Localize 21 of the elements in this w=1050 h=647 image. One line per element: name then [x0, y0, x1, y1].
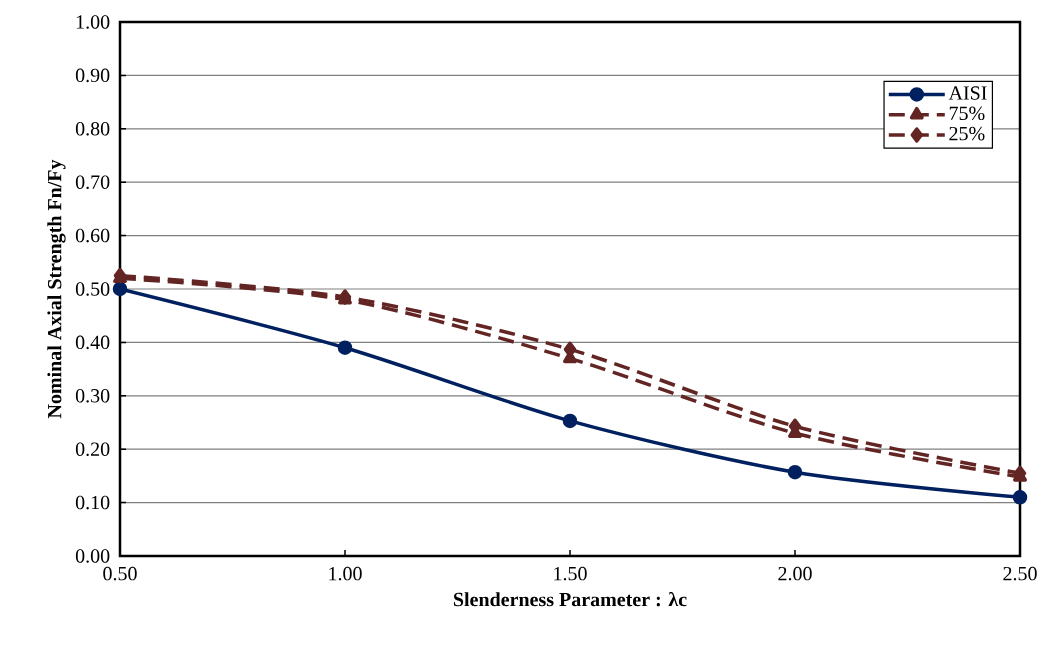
y-axis-title: Nominal Axial Strength Fn/Fy	[47, 159, 66, 419]
y-tick-label: 1.00	[76, 15, 110, 29]
legend-label: 75%	[949, 106, 985, 121]
y-tick-label: 0.30	[75, 389, 110, 403]
y-tick-label: 0.40	[75, 335, 110, 350]
y-tick-label: 0.20	[75, 442, 110, 456]
x-axis-title: Slenderness Parameter : λc	[453, 591, 687, 607]
y-tick-label: 0.80	[75, 122, 110, 136]
x-tick-label: 1.50	[554, 566, 587, 581]
legend-label: 25%	[949, 126, 985, 141]
y-tick-label: 0.50	[75, 282, 110, 296]
y-tick-label: 0.10	[75, 495, 110, 510]
x-tick-label: 2.00	[778, 566, 812, 581]
x-tick-label: 2.50	[1003, 566, 1037, 581]
y-tick-label: 0.60	[75, 228, 110, 243]
legend-label: AISI	[948, 86, 987, 100]
y-tick-label: 0.90	[75, 68, 110, 83]
x-tick-label: 1.00	[329, 566, 362, 581]
x-tick-label: 0.50	[103, 566, 137, 581]
y-tick-label: 0.00	[75, 549, 110, 563]
y-tick-label: 0.70	[75, 175, 110, 189]
